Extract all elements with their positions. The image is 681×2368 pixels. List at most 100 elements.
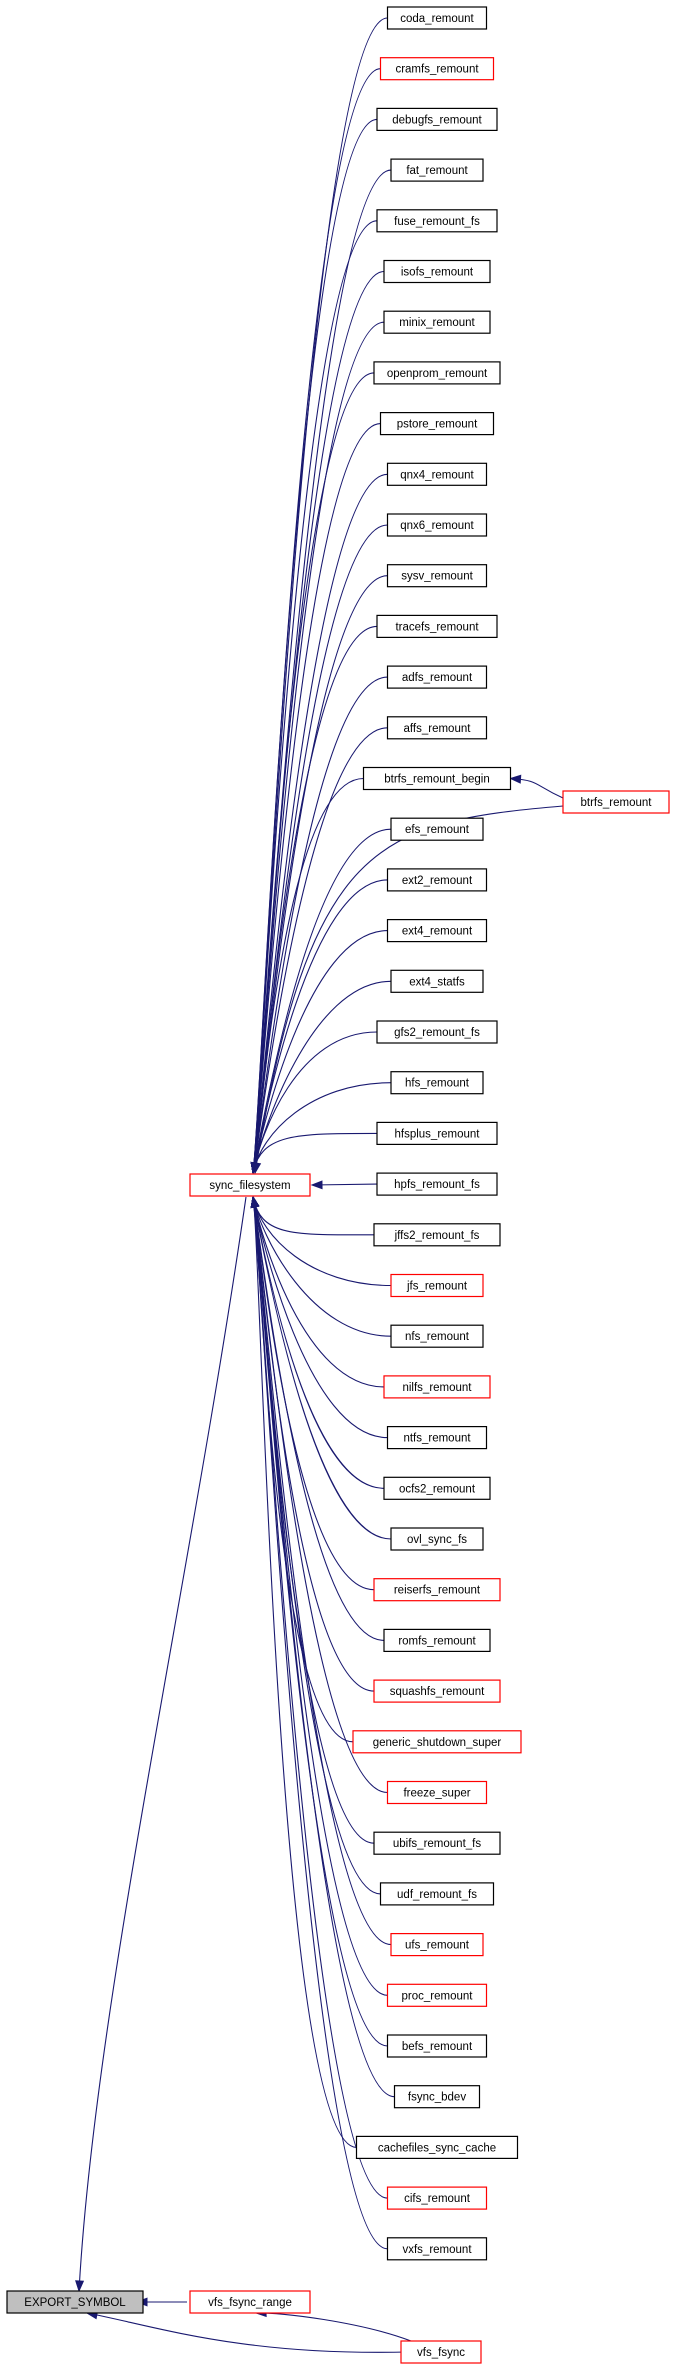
node-efs-remount[interactable]: efs_remount <box>390 817 484 841</box>
node-box <box>386 1983 488 2007</box>
edge-isofs-remount <box>250 270 385 1175</box>
node-fuse-remount-fs[interactable]: fuse_remount_fs <box>376 209 498 233</box>
node-squashfs-remount[interactable]: squashfs_remount <box>373 1679 501 1703</box>
node-reiserfs-remount[interactable]: reiserfs_remount <box>373 1578 501 1602</box>
edges-layer <box>75 17 564 2353</box>
node-ocfs2-remount[interactable]: ocfs2_remount <box>383 1476 491 1500</box>
node-label: udf_remount_fs <box>397 1889 477 1901</box>
node-ntfs-remount[interactable]: ntfs_remount <box>386 1425 488 1450</box>
node-label: hpfs_remount_fs <box>394 1179 480 1191</box>
node-cachefiles-sync-cache[interactable]: cachefiles_sync_cache <box>355 2135 519 2159</box>
node-label: ntfs_remount <box>403 1433 471 1445</box>
node-label: ext4_remount <box>402 926 473 938</box>
node-box <box>393 2085 481 2109</box>
node-label: vfs_fsync_range <box>208 2297 292 2309</box>
node-label: qnx6_remount <box>400 520 474 532</box>
node-box <box>6 2290 144 2314</box>
node-qnx6-remount[interactable]: qnx6_remount <box>386 513 488 537</box>
node-pstore-remount[interactable]: pstore_remount <box>379 412 495 436</box>
node-ovl-sync-fs[interactable]: ovl_sync_fs <box>390 1527 484 1551</box>
node-box <box>376 1020 498 1044</box>
node-label: sync_filesystem <box>209 1180 290 1192</box>
node-udf-remount-fs[interactable]: udf_remount_fs <box>379 1882 495 1906</box>
node-qnx4-remount[interactable]: qnx4_remount <box>386 462 488 486</box>
node-nfs-remount[interactable]: nfs_remount <box>390 1324 484 1348</box>
node-sysv-remount[interactable]: sysv_remount <box>386 564 488 588</box>
node-box <box>390 969 484 993</box>
node-box <box>383 259 491 284</box>
node-befs-remount[interactable]: befs_remount <box>386 2034 488 2058</box>
edge-btrfs-remount-sync <box>252 805 564 1175</box>
node-box <box>379 57 495 81</box>
node-box <box>390 1324 484 1348</box>
node-generic-shutdown-super[interactable]: generic_shutdown_super <box>352 1730 522 1754</box>
node-romfs-remount[interactable]: romfs_remount <box>383 1628 491 1653</box>
node-openprom-remount[interactable]: openprom_remount <box>373 361 501 385</box>
node-box <box>386 2034 488 2058</box>
node-sync-filesystem[interactable]: sync_filesystem <box>189 1173 311 1197</box>
node-btrfs-remount-begin[interactable]: btrfs_remount_begin <box>362 766 512 791</box>
node-box <box>390 1527 484 1551</box>
node-label: ufs_remount <box>405 1940 470 1952</box>
edge-vfs-fsync-range <box>254 2308 412 2342</box>
node-label: tracefs_remount <box>395 621 479 633</box>
node-hfs-remount[interactable]: hfs_remount <box>390 1071 484 1095</box>
node-adfs-remount[interactable]: adfs_remount <box>386 665 488 689</box>
node-label: affs_remount <box>404 723 472 735</box>
node-coda-remount[interactable]: coda_remount <box>386 6 488 30</box>
node-box <box>400 2340 482 2364</box>
node-ext4-remount[interactable]: ext4_remount <box>386 918 488 943</box>
node-affs-remount[interactable]: affs_remount <box>386 716 488 740</box>
node-box <box>189 2290 311 2314</box>
edge-btrfs-remount-begin <box>509 774 564 799</box>
node-proc-remount[interactable]: proc_remount <box>386 1983 488 2007</box>
node-ubifs-remount-fs[interactable]: ubifs_remount_fs <box>373 1831 501 1855</box>
node-fsync-bdev[interactable]: fsync_bdev <box>393 2085 481 2109</box>
node-label: adfs_remount <box>402 672 473 684</box>
node-box <box>386 716 488 740</box>
node-export-symbol[interactable]: EXPORT_SYMBOL <box>6 2290 144 2314</box>
node-label: romfs_remount <box>398 1635 476 1647</box>
node-jffs2-remount-fs[interactable]: jffs2_remount_fs <box>373 1223 501 1247</box>
node-box <box>386 564 488 588</box>
node-label: minix_remount <box>399 317 475 329</box>
node-label: proc_remount <box>402 1990 474 2002</box>
node-ext2-remount[interactable]: ext2_remount <box>386 868 488 892</box>
node-fat-remount[interactable]: fat_remount <box>390 158 484 182</box>
node-isofs-remount[interactable]: isofs_remount <box>383 259 491 284</box>
node-vxfs-remount[interactable]: vxfs_remount <box>386 2237 488 2261</box>
node-box <box>376 614 498 639</box>
node-hfsplus-remount[interactable]: hfsplus_remount <box>376 1121 498 1146</box>
node-nilfs-remount[interactable]: nilfs_remount <box>383 1375 491 1399</box>
node-label: cifs_remount <box>404 2193 471 2205</box>
node-box <box>379 1882 495 1906</box>
edge-udf-remount-fs <box>250 1195 381 1895</box>
node-ufs-remount[interactable]: ufs_remount <box>390 1932 484 1957</box>
node-minix-remount[interactable]: minix_remount <box>383 310 491 334</box>
edge-proc-remount <box>250 1195 388 1996</box>
node-gfs2-remount-fs[interactable]: gfs2_remount_fs <box>376 1020 498 1044</box>
node-box <box>562 790 670 814</box>
node-box <box>376 1172 498 1196</box>
node-box <box>386 2237 488 2261</box>
node-ext4-statfs[interactable]: ext4_statfs <box>390 969 484 993</box>
edge-jffs2-remount-fs <box>250 1195 375 1236</box>
node-label: qnx4_remount <box>400 469 474 481</box>
node-jfs-remount[interactable]: jfs_remount <box>390 1273 484 1298</box>
node-freeze-super[interactable]: freeze_super <box>386 1780 488 1805</box>
node-label: cachefiles_sync_cache <box>378 2142 496 2154</box>
node-debugfs-remount[interactable]: debugfs_remount <box>376 107 498 132</box>
node-label: befs_remount <box>402 2041 473 2053</box>
node-btrfs-remount[interactable]: btrfs_remount <box>562 790 670 814</box>
node-label: btrfs_remount_begin <box>384 774 489 786</box>
node-vfs-fsync[interactable]: vfs_fsync <box>400 2340 482 2364</box>
node-box <box>383 1628 491 1653</box>
edge-qnx6-remount <box>250 524 388 1175</box>
node-vfs-fsync-range[interactable]: vfs_fsync_range <box>189 2290 311 2314</box>
node-tracefs-remount[interactable]: tracefs_remount <box>376 614 498 639</box>
node-box <box>376 209 498 233</box>
node-cifs-remount[interactable]: cifs_remount <box>386 2186 488 2210</box>
node-hpfs-remount-fs[interactable]: hpfs_remount_fs <box>376 1172 498 1196</box>
node-cramfs-remount[interactable]: cramfs_remount <box>379 57 495 81</box>
